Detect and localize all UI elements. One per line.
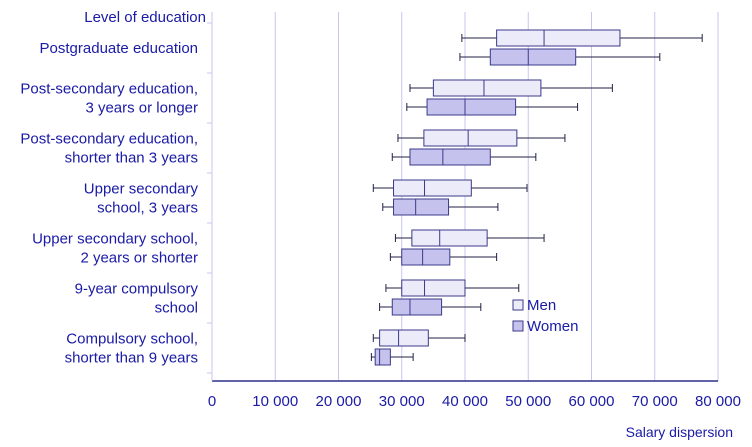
- women-box: [389, 248, 498, 266]
- iqr-box: [391, 298, 443, 316]
- x-tick-label: 40 000: [442, 393, 488, 410]
- category-label: shorter than 9 years: [65, 350, 198, 367]
- category-label: school, 3 years: [97, 200, 198, 217]
- category-label: Post-secondary education,: [20, 81, 198, 98]
- x-tick-label: 60 000: [569, 393, 615, 410]
- category-label: Upper secondary: [84, 181, 199, 198]
- category-label: 9-year compulsory: [75, 281, 199, 298]
- iqr-box: [393, 179, 472, 197]
- legend-swatch-men: [512, 299, 524, 311]
- x-tick-label: 0: [208, 393, 216, 410]
- x-tick-label: 20 000: [316, 393, 362, 410]
- men-box: [372, 329, 466, 347]
- category-label: shorter than 3 years: [65, 150, 198, 167]
- legend-swatch-women: [512, 320, 524, 332]
- x-tick-label: 70 000: [632, 393, 678, 410]
- men-box: [397, 129, 566, 147]
- iqr-box: [393, 198, 450, 216]
- category-label: 3 years or longer: [85, 100, 198, 117]
- men-box: [372, 179, 528, 197]
- women-box: [459, 48, 661, 66]
- x-tick-label: 50 000: [505, 393, 551, 410]
- men-box: [394, 229, 545, 247]
- women-box: [391, 148, 537, 166]
- iqr-box: [411, 229, 488, 247]
- x-axis-title: Salary dispersion: [626, 424, 733, 440]
- iqr-box: [401, 248, 451, 266]
- category-labels: Postgraduate education Post-secondary edu…: [20, 40, 198, 367]
- women-box: [382, 198, 499, 216]
- iqr-box: [496, 29, 621, 47]
- grid-lines: [274, 12, 719, 381]
- iqr-box: [423, 129, 518, 147]
- category-label: school: [155, 300, 198, 317]
- y-axis-title: Level of education: [84, 9, 206, 26]
- iqr-box: [426, 98, 517, 116]
- women-box: [379, 298, 482, 316]
- category-label: Post-secondary education,: [20, 131, 198, 148]
- x-tick-labels: 0 10 000 20 000 30 000 40 000 50 000 60 000 70 …: [208, 393, 741, 410]
- x-tick-label: 80 000: [695, 393, 741, 410]
- legend-label-women: Women: [527, 318, 578, 335]
- iqr-box: [401, 279, 466, 297]
- x-tick-label: 10 000: [252, 393, 298, 410]
- women-box: [406, 98, 579, 116]
- iqr-box: [374, 348, 391, 366]
- iqr-box: [379, 329, 429, 347]
- category-label: Compulsory school,: [66, 331, 198, 348]
- boxes: [370, 29, 703, 366]
- iqr-box: [409, 148, 491, 166]
- men-box: [461, 29, 703, 47]
- category-label: Postgraduate education: [40, 40, 198, 57]
- iqr-box: [489, 48, 577, 66]
- category-label: Upper secondary school,: [32, 231, 198, 248]
- men-box: [385, 279, 520, 297]
- x-axis: [207, 12, 718, 382]
- legend: Men Women: [512, 297, 578, 335]
- iqr-box: [432, 79, 542, 97]
- x-tick-label: 30 000: [379, 393, 425, 410]
- legend-label-men: Men: [527, 297, 556, 314]
- category-label: 2 years or shorter: [80, 250, 198, 267]
- men-box: [409, 79, 613, 97]
- women-box: [370, 348, 414, 366]
